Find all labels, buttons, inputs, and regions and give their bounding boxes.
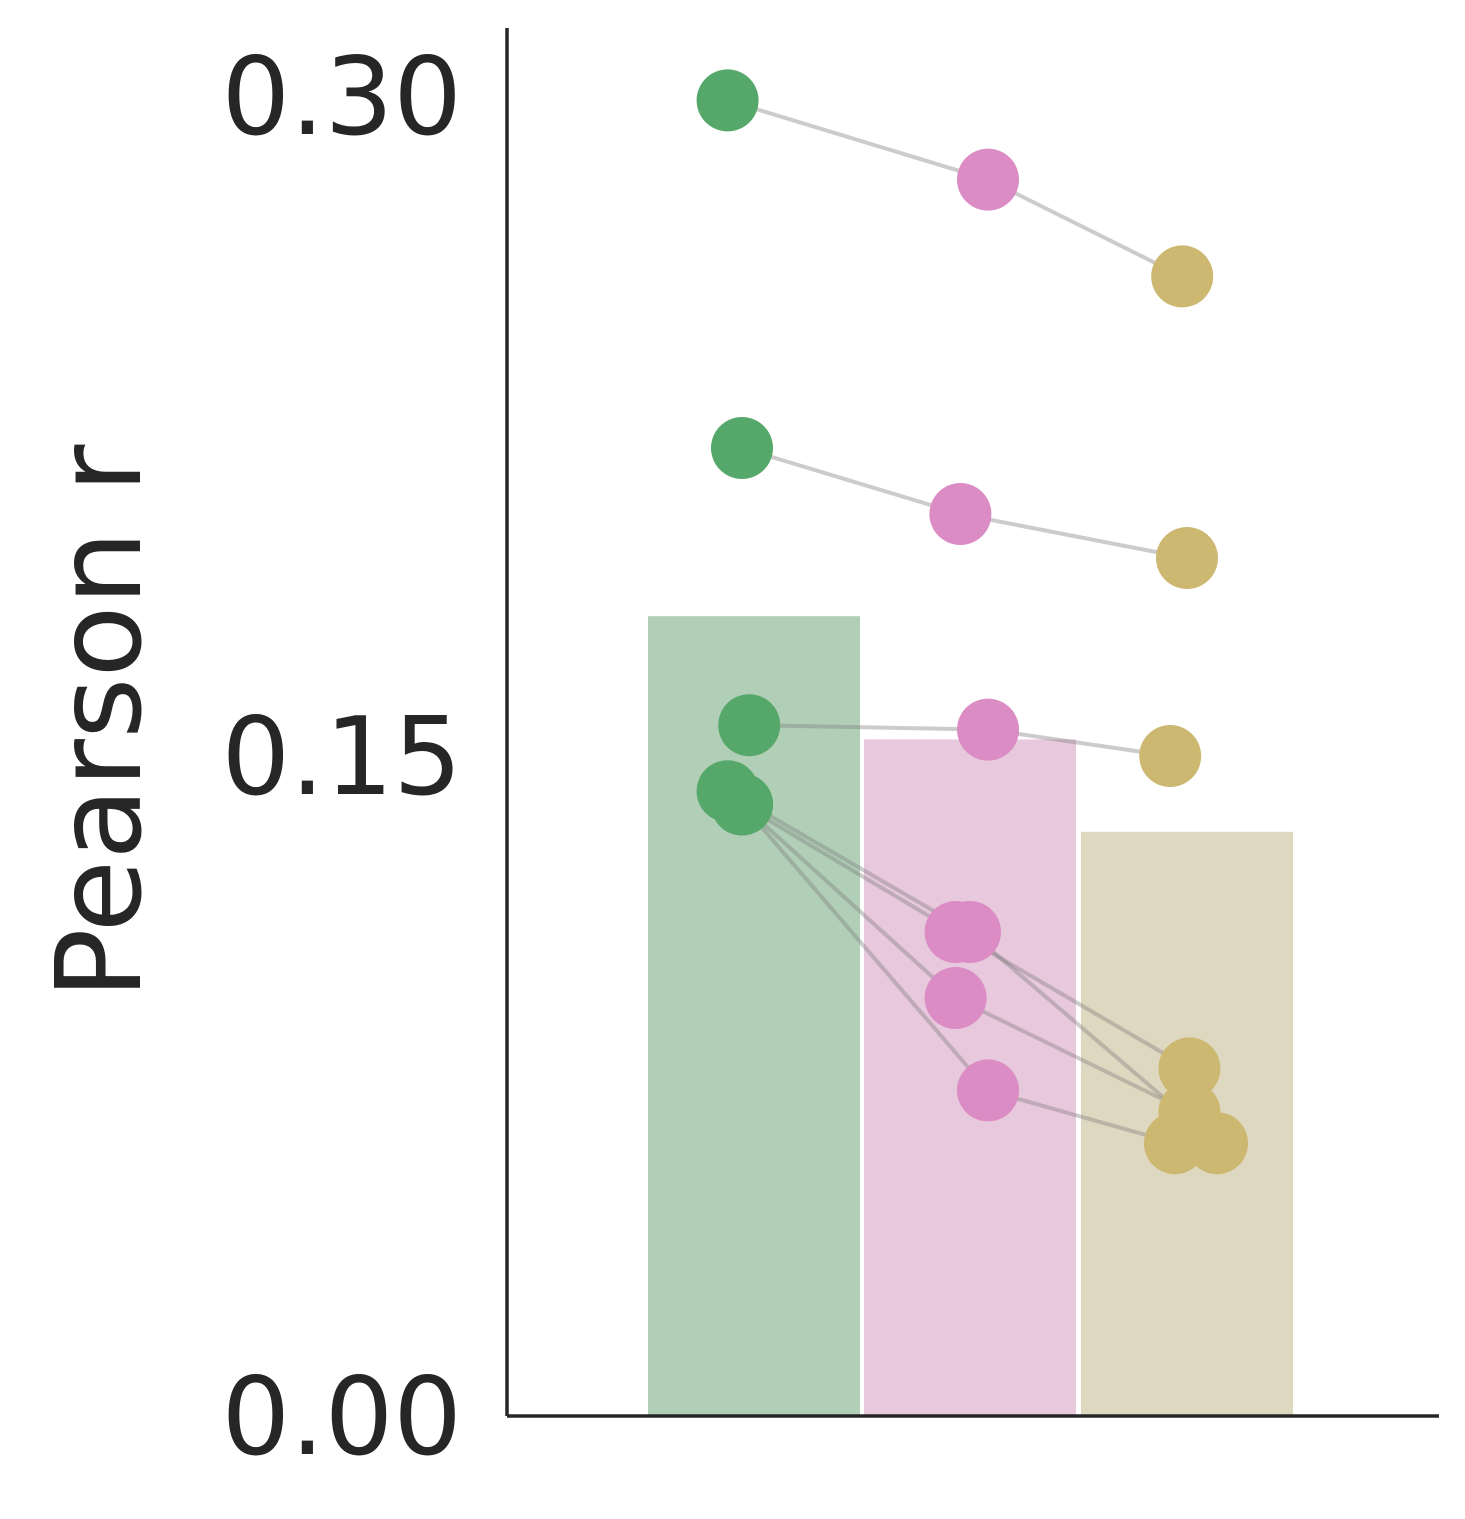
point-s3-c1 (718, 694, 781, 757)
point-s7-c3 (1144, 1112, 1206, 1175)
point-s5-c2 (924, 967, 987, 1029)
paired-line-1 (727, 98, 1184, 279)
y-tick-label: 0.00 (222, 1355, 462, 1480)
point-s1-c1 (696, 69, 759, 132)
y-tick-label: 0.15 (222, 695, 462, 820)
point-s2-c3 (1156, 527, 1218, 589)
point-s3-c2 (957, 698, 1019, 761)
point-s6-c2 (924, 901, 987, 963)
point-s3-c3 (1139, 725, 1202, 787)
point-s6-c3 (1158, 1037, 1221, 1100)
point-s7-c1 (711, 773, 773, 836)
y-axis-title: Pearson r (30, 444, 168, 999)
point-s1-c2 (957, 148, 1019, 211)
point-s2-c2 (929, 483, 992, 545)
point-s2-c1 (711, 417, 773, 479)
y-tick-labels: 0.00 0.15 0.30 (222, 35, 462, 1480)
points-layer (696, 69, 1248, 1175)
y-tick-label: 0.30 (222, 35, 462, 160)
point-s7-c2 (957, 1059, 1019, 1122)
point-s1-c3 (1151, 245, 1214, 308)
